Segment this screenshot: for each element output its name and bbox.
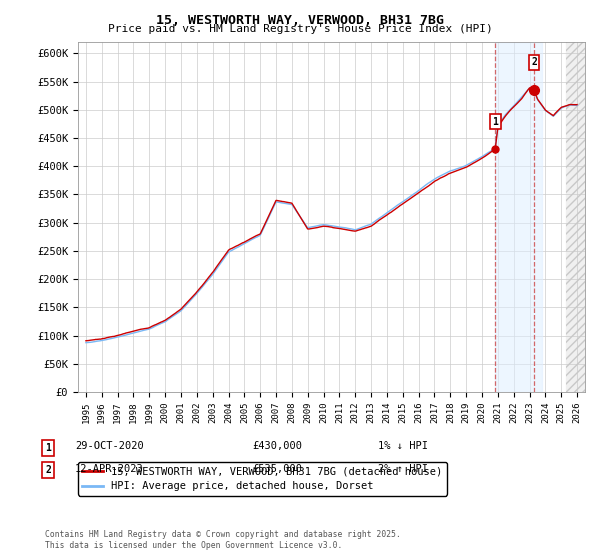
Bar (566, 42, 585, 392)
Text: 2% ↑ HPI: 2% ↑ HPI (378, 464, 428, 474)
Text: 15, WESTWORTH WAY, VERWOOD, BH31 7BG: 15, WESTWORTH WAY, VERWOOD, BH31 7BG (156, 14, 444, 27)
Bar (566, 42, 585, 392)
Text: 1: 1 (45, 443, 51, 453)
Text: £535,000: £535,000 (252, 464, 302, 474)
Text: 12-APR-2023: 12-APR-2023 (75, 464, 144, 474)
Text: 1: 1 (492, 116, 498, 127)
Legend: 15, WESTWORTH WAY, VERWOOD, BH31 7BG (detached house), HPI: Average price, detac: 15, WESTWORTH WAY, VERWOOD, BH31 7BG (de… (78, 462, 447, 496)
Text: 2: 2 (45, 465, 51, 475)
Text: Price paid vs. HM Land Registry's House Price Index (HPI): Price paid vs. HM Land Registry's House … (107, 24, 493, 34)
Text: £430,000: £430,000 (252, 441, 302, 451)
Text: 29-OCT-2020: 29-OCT-2020 (75, 441, 144, 451)
Text: 2: 2 (531, 58, 537, 67)
Text: Contains HM Land Registry data © Crown copyright and database right 2025.
This d: Contains HM Land Registry data © Crown c… (45, 530, 401, 550)
Text: 1% ↓ HPI: 1% ↓ HPI (378, 441, 428, 451)
Bar (495, 42, 542, 392)
